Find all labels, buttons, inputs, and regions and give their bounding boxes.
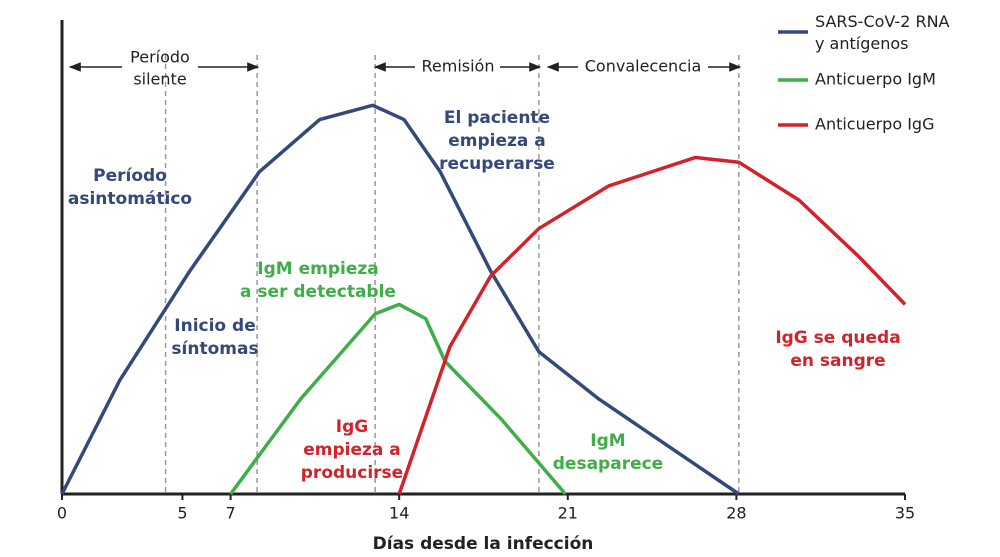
x-tick-label: 0: [57, 504, 67, 523]
annotation: IgG: [336, 417, 368, 437]
annotation: El paciente: [444, 108, 550, 128]
legend-label: SARS-CoV-2 RNA y antígenos: [815, 12, 950, 53]
annotation: asintomático: [68, 189, 192, 209]
x-tick-label: 21: [558, 504, 578, 523]
annotation: IgM: [590, 431, 625, 451]
annotation: desaparece: [553, 454, 663, 474]
phase-label: Período: [130, 48, 190, 67]
x-tick-label: 7: [226, 504, 236, 523]
annotation: recuperarse: [439, 154, 555, 174]
x-tick-label: 28: [726, 504, 746, 523]
annotation: empieza a: [303, 440, 401, 460]
annotation: a ser detectable: [240, 282, 396, 302]
series-line: [397, 155, 907, 495]
legend-label: Anticuerpo IgM: [815, 70, 936, 89]
x-tick-label: 5: [177, 504, 187, 523]
annotation: IgM empieza: [257, 259, 378, 279]
series-line: [229, 302, 567, 496]
phase-label: Convalecencia: [585, 57, 702, 76]
annotation: empieza a: [448, 131, 546, 151]
annotation: Período: [93, 166, 167, 186]
phase-label: Remisión: [422, 57, 495, 76]
annotation: producirse: [301, 463, 403, 483]
annotation: en sangre: [790, 351, 885, 371]
annotation: Inicio de: [174, 316, 255, 336]
annotation: síntomas: [171, 339, 258, 359]
phase-label: silente: [133, 70, 186, 89]
x-axis-label: Días desde la infección: [373, 534, 594, 554]
legend-label: Anticuerpo IgG: [815, 115, 934, 134]
x-tick-label: 35: [895, 504, 915, 523]
annotation: IgG se queda: [775, 328, 900, 348]
x-tick-label: 14: [389, 504, 409, 523]
series-line: [60, 103, 740, 496]
